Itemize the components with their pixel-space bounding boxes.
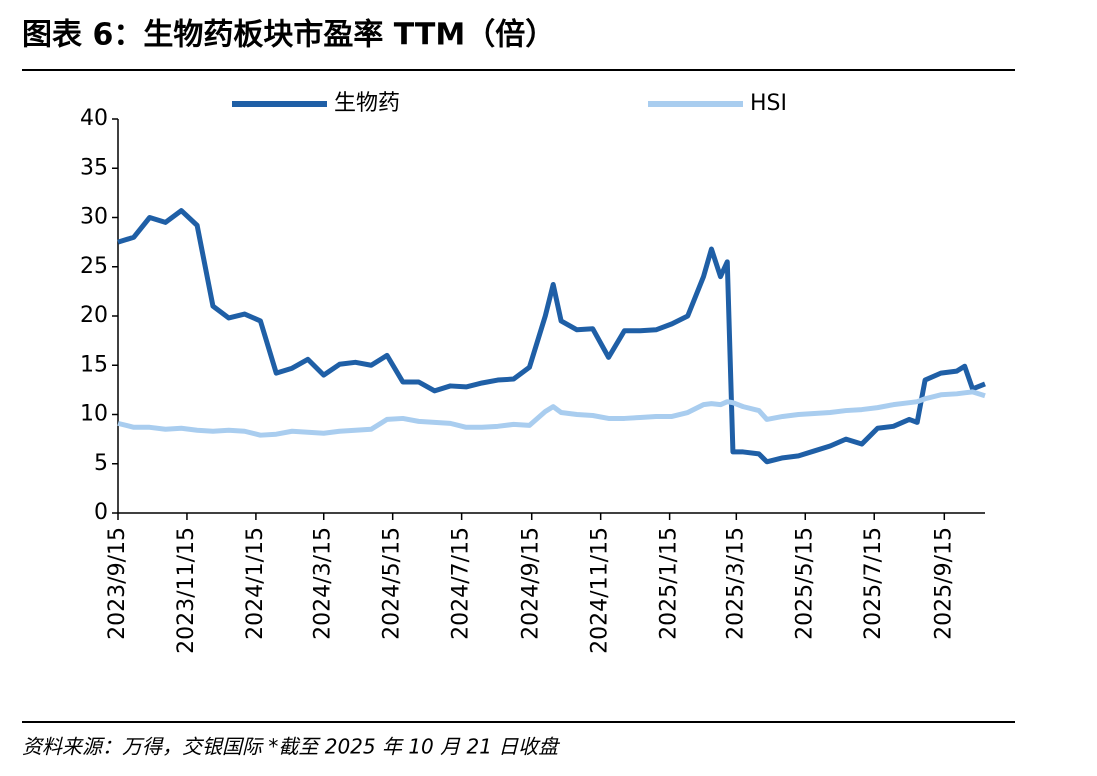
x-tick-label: 2024/5/15: [380, 527, 405, 640]
x-tick-label: 2024/3/15: [311, 527, 336, 640]
y-tick-label: 10: [80, 402, 108, 427]
source-note: 资料来源：万得，交银国际 *截至 2025 年 10 月 21 日收盘: [22, 735, 560, 759]
x-tick-label: 2024/11/15: [588, 527, 613, 654]
x-tick-label: 2025/3/15: [723, 527, 748, 640]
x-tick-label: 2025/5/15: [792, 527, 817, 640]
x-tick-label: 2024/1/15: [243, 527, 268, 640]
y-tick-label: 25: [80, 254, 108, 279]
y-tick-label: 40: [80, 106, 108, 131]
series-line: [117, 208, 986, 465]
legend-label: 生物药: [334, 91, 400, 116]
legend-label: HSI: [750, 91, 787, 116]
x-tick-label: 2025/7/15: [861, 527, 886, 640]
y-tick-label: 35: [80, 155, 108, 180]
x-tick-label: 2023/9/15: [105, 527, 130, 640]
x-tick-label: 2025/1/15: [657, 527, 682, 640]
y-tick-label: 30: [80, 205, 108, 230]
y-tick-label: 0: [94, 500, 108, 525]
series-line: [117, 389, 986, 438]
y-tick-label: 20: [80, 303, 108, 328]
x-tick-label: 2025/9/15: [931, 527, 956, 640]
x-tick-label: 2024/7/15: [449, 527, 474, 640]
y-tick-label: 15: [80, 352, 108, 377]
chart-title: 图表 6：生物药板块市盈率 TTM（倍）: [22, 18, 555, 53]
x-tick-label: 2023/11/15: [174, 527, 199, 654]
x-tick-label: 2024/9/15: [519, 527, 544, 640]
y-tick-label: 5: [94, 451, 108, 476]
